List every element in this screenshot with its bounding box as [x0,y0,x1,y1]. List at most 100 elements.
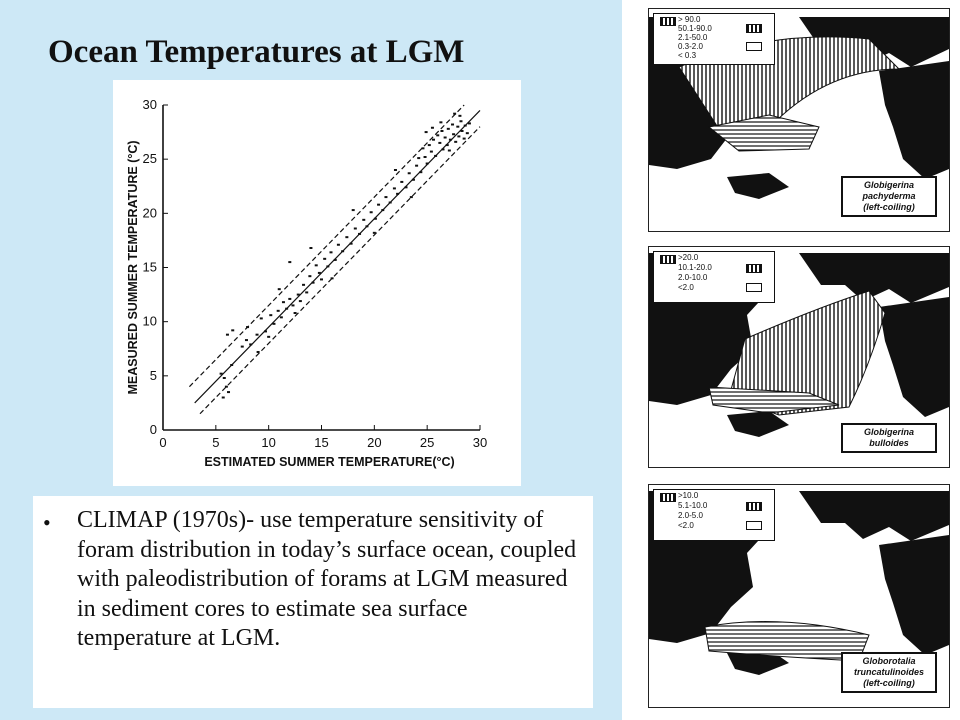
map-legend-1: > 90.0 50.1-90.0 2.1-50.0 0.3-2.0 < 0.3 [653,13,775,65]
data-point [459,120,463,123]
data-point [255,333,259,336]
data-point [448,138,452,141]
confidence-line [188,104,465,388]
x-axis-label: ESTIMATED SUMMER TEMPERATURE(°C) [204,455,454,469]
data-point [308,275,312,278]
data-point [277,288,281,291]
data-point [421,147,425,150]
data-point [423,156,427,158]
caption-line: truncatulinoides [853,667,924,677]
data-point [267,335,271,338]
data-point [288,261,292,264]
data-point [392,187,396,190]
data-point [453,112,457,115]
data-point [440,130,444,132]
data-point [400,180,404,183]
legend-swatch [746,502,762,511]
data-point [467,122,471,125]
data-point [272,322,276,325]
data-point [388,201,392,204]
legend-swatch [660,255,676,264]
data-point [259,317,263,320]
data-point [341,250,345,253]
caption-line: (left-coiling) [863,678,915,688]
x-tick-label: 30 [473,435,487,450]
legend-label: > 90.0 [678,15,701,24]
legend-label: 2.0-10.0 [678,273,708,282]
y-tick-label: 10 [143,314,157,329]
y-tick-label: 30 [143,97,157,112]
data-point [429,150,433,153]
x-tick-label: 20 [367,435,381,450]
map-caption-2: Globigerina bulloides [841,423,937,453]
map-legend-2: >20.0 10.1-20.0 2.0-10.0 <2.0 [653,251,775,303]
data-point [221,396,225,399]
data-point [381,209,385,212]
legend-label: 0.3-2.0 [678,42,703,51]
legend-label: >10.0 [678,491,699,500]
map-panel-1: > 90.0 50.1-90.0 2.1-50.0 0.3-2.0 < 0.3 … [648,8,950,232]
data-point [358,232,362,235]
data-point [409,196,413,199]
data-point [279,316,283,319]
legend-swatch [660,493,676,502]
legend-label: <2.0 [678,521,694,530]
data-point [240,345,244,348]
bullet-dot: • [43,510,51,535]
data-point [314,264,318,267]
data-point [263,330,267,333]
data-point [372,231,376,234]
data-point [425,162,429,165]
data-point [415,164,419,167]
data-point [323,257,327,260]
data-point [293,312,297,314]
data-point [460,130,464,132]
data-point [411,178,415,181]
slide-title: Ocean Temperatures at LGM [48,34,465,70]
data-point [432,138,436,141]
legend-label: 50.1-90.0 [678,24,712,33]
legend-swatch [746,42,762,51]
caption-line: (left-coiling) [863,202,915,212]
data-point [445,144,449,147]
data-point [439,121,443,124]
y-tick-label: 15 [143,260,157,275]
data-point [276,309,280,312]
data-point [311,281,315,284]
data-point [353,227,357,230]
data-point [430,126,434,129]
data-point [441,148,445,151]
data-point [438,141,442,144]
data-point [443,136,447,139]
data-point [305,291,309,294]
x-tick-label: 15 [314,435,328,450]
x-tick-label: 0 [159,435,166,450]
legend-swatch [746,283,762,292]
data-point [417,157,421,160]
x-tick-label: 25 [420,435,434,450]
caption-line: Globigerina [863,180,914,190]
data-point [285,307,289,310]
data-point [231,329,235,332]
caption-line: bulloides [869,438,909,448]
map-panel-2: >20.0 10.1-20.0 2.0-10.0 <2.0 Globigerin… [648,246,950,468]
data-point [384,196,388,199]
data-point [456,125,460,128]
data-point [302,283,306,286]
data-point [349,242,353,245]
data-point [407,172,411,175]
data-point [434,154,438,157]
legend-label: >20.0 [678,253,699,262]
data-point [317,271,321,274]
data-point [447,149,451,152]
data-point [427,144,431,147]
data-point [365,225,369,228]
x-tick-label: 10 [261,435,275,450]
data-point [458,114,462,117]
data-point [463,124,467,127]
y-axis-label: MEASURED SUMMER TEMPERATURE (°C) [126,140,140,394]
data-point [249,343,253,346]
data-point [320,278,323,281]
data-point [362,218,366,221]
data-point [230,364,234,366]
